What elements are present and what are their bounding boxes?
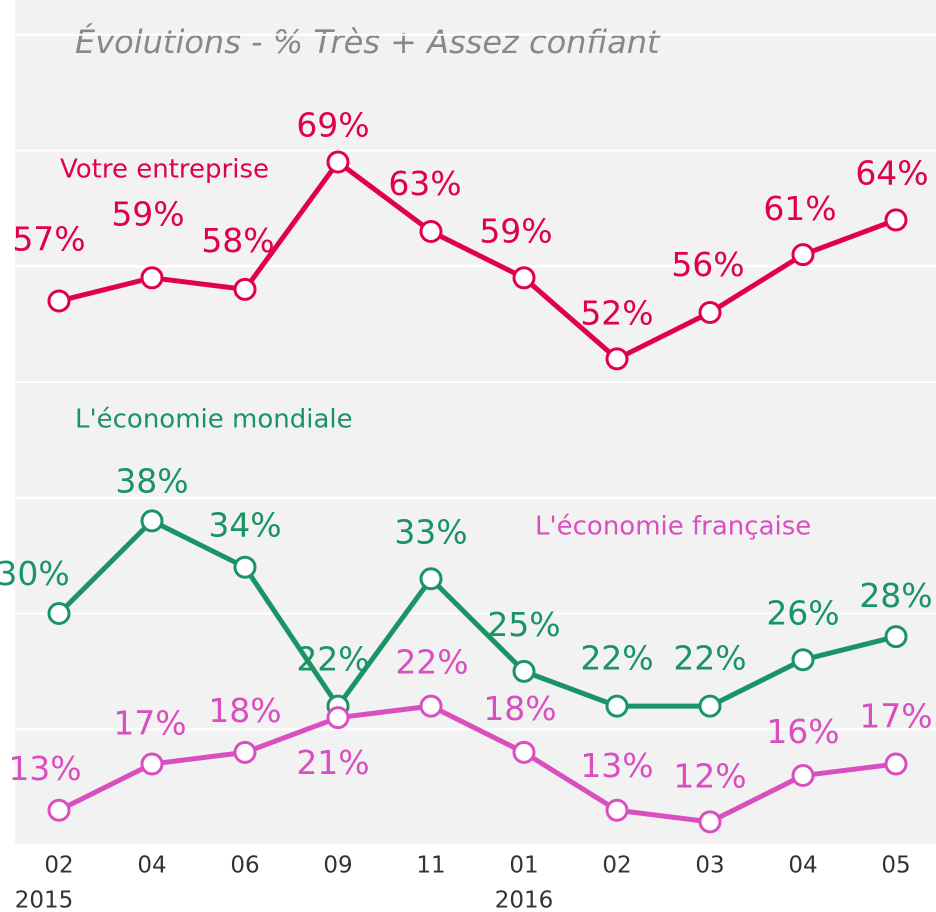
value-label: 28% xyxy=(859,576,932,615)
value-label: 21% xyxy=(296,743,369,782)
data-point xyxy=(698,810,722,834)
value-label: 16% xyxy=(766,712,839,751)
series-line xyxy=(57,518,897,709)
value-label: 64% xyxy=(855,153,928,192)
plot-background xyxy=(15,0,936,845)
data-point xyxy=(233,277,257,301)
x-tick-label: 05 xyxy=(881,853,910,879)
data-point xyxy=(605,798,629,822)
value-label: 12% xyxy=(673,756,746,795)
x-year-label: 2016 xyxy=(495,888,554,912)
data-point xyxy=(419,694,443,718)
data-point xyxy=(233,555,257,579)
data-point xyxy=(605,694,629,718)
value-label: 58% xyxy=(201,221,274,260)
series-line xyxy=(57,703,897,825)
value-label: 56% xyxy=(671,245,744,284)
data-point xyxy=(512,659,536,683)
x-tick-label: 02 xyxy=(602,853,631,879)
series-name: L'économie mondiale xyxy=(75,405,353,435)
value-label: 18% xyxy=(483,689,556,728)
value-label: 59% xyxy=(111,194,184,233)
x-tick-label: 02 xyxy=(44,853,73,879)
data-point xyxy=(326,706,350,730)
x-year-label: 2015 xyxy=(15,888,74,912)
value-label: 13% xyxy=(580,746,653,785)
data-point xyxy=(140,266,164,290)
value-label: 22% xyxy=(395,643,468,682)
series-line xyxy=(58,159,897,362)
data-point xyxy=(419,567,443,591)
series-name: L'économie française xyxy=(535,512,811,542)
data-point xyxy=(47,289,71,313)
value-label: 17% xyxy=(859,696,932,735)
x-tick-label: 04 xyxy=(788,853,817,879)
value-label: 38% xyxy=(115,461,188,500)
data-point xyxy=(419,220,443,244)
value-label: 18% xyxy=(208,691,281,730)
value-label: 52% xyxy=(580,293,653,332)
value-label: 34% xyxy=(208,506,281,545)
value-label: 22% xyxy=(296,640,369,679)
data-point xyxy=(884,625,908,649)
data-point xyxy=(47,601,71,625)
x-tick-label: 04 xyxy=(137,853,166,879)
value-label: 61% xyxy=(763,189,836,228)
chart-title: Évolutions - % Très + Assez confiant xyxy=(75,23,661,61)
value-label: 17% xyxy=(113,703,186,742)
data-point xyxy=(512,740,536,764)
data-point xyxy=(884,752,908,776)
data-point xyxy=(326,150,350,174)
x-tick-label: 11 xyxy=(416,853,445,879)
data-point xyxy=(233,740,257,764)
value-label: 22% xyxy=(580,639,653,678)
series-name: Votre entreprise xyxy=(60,155,269,185)
x-tick-label: 01 xyxy=(509,853,538,879)
data-point xyxy=(512,266,536,290)
data-point xyxy=(698,301,722,325)
x-tick-label: 06 xyxy=(230,853,259,879)
data-point xyxy=(884,208,908,232)
value-label: 26% xyxy=(766,593,839,632)
data-point xyxy=(605,347,629,371)
value-label: 63% xyxy=(388,164,461,203)
value-label: 59% xyxy=(479,211,552,250)
value-label: 33% xyxy=(394,512,467,551)
x-tick-label: 03 xyxy=(695,853,724,879)
data-point xyxy=(698,694,722,718)
value-label: 25% xyxy=(487,605,560,644)
x-tick-label: 09 xyxy=(323,853,352,879)
data-point xyxy=(791,764,815,788)
data-point xyxy=(791,243,815,267)
value-label: 30% xyxy=(0,554,70,593)
value-label: 57% xyxy=(12,219,85,258)
data-point xyxy=(140,752,164,776)
data-point xyxy=(47,798,71,822)
data-point xyxy=(791,648,815,672)
value-label: 13% xyxy=(8,749,81,788)
value-label: 69% xyxy=(296,106,369,145)
data-point xyxy=(140,509,164,533)
value-label: 22% xyxy=(673,639,746,678)
